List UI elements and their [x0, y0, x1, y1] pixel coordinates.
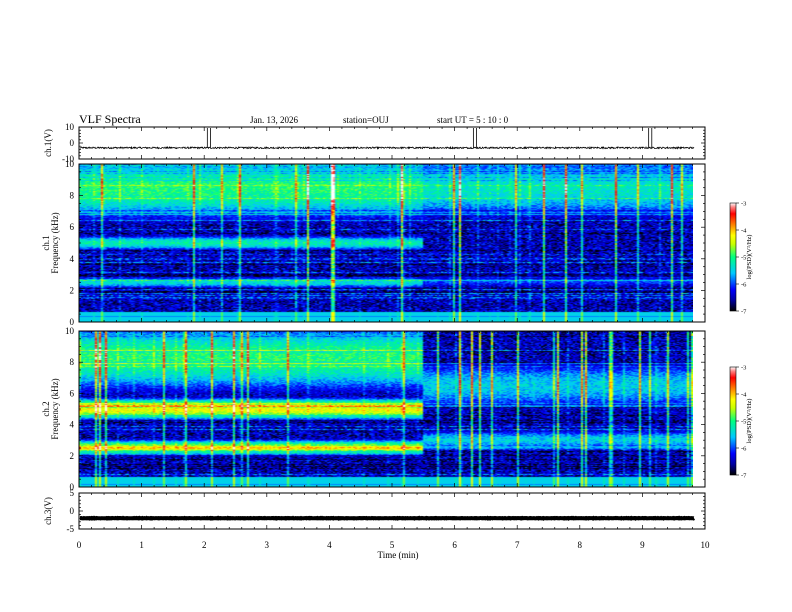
x-tick-label: 2	[202, 540, 207, 550]
colorbar-tick-label: -7	[741, 309, 747, 316]
y-tick-label: 8	[70, 191, 75, 201]
x-tick-label: 3	[265, 540, 270, 550]
ch1-colorbar-gradient	[729, 202, 737, 312]
y-tick-label: -10	[62, 154, 74, 164]
y-tick-label: 0	[70, 138, 75, 148]
ch3-waveform-panel: 5 0 -5 ch.3(V)	[43, 488, 706, 534]
ch1-waveform-panel: 10 0 -10 ch.1(V)	[43, 122, 706, 164]
y-tick-label: 0	[70, 317, 75, 327]
colorbar-tick-label: -7	[741, 473, 747, 480]
y-tick-label: 0	[70, 482, 75, 492]
colorbar-tick-label: -4	[741, 392, 747, 399]
ch1-spec-ylabel: Frequency (kHz)	[50, 212, 60, 273]
figure-title: VLF Spectra	[79, 112, 141, 126]
y-tick-label: 2	[70, 451, 75, 461]
ch2-colorbar: -3 -4 -5 -6 -7 log(PSD)(V²/Hz)	[729, 365, 753, 480]
ch1-spec-y-ticks: 0 2 4 6 8 10	[65, 159, 705, 327]
y-tick-label: 4	[70, 254, 75, 264]
x-axis-label: Time (min)	[378, 550, 419, 560]
y-tick-label: -5	[67, 524, 75, 534]
y-tick-label: 6	[70, 222, 75, 232]
y-tick-label: 6	[70, 388, 75, 398]
figure-date: Jan. 13, 2026	[250, 115, 298, 125]
start-ut-label: start UT = 5 : 10 : 0	[437, 115, 509, 125]
ch2-spec-ylabel: Frequency (kHz)	[50, 378, 60, 439]
ch2-spec-channel-label: ch.2	[41, 401, 51, 416]
colorbar-tick-label: -5	[741, 419, 746, 426]
ch2-spec-y-ticks: 0 2 4 6 8 10	[65, 326, 705, 492]
ch2-spectrogram-image	[79, 331, 693, 487]
x-tick-label: 1	[139, 540, 144, 550]
ch1-frame	[78, 126, 706, 160]
x-tick-label: 9	[640, 540, 645, 550]
ch1-y-ticks: 10 0 -10	[62, 122, 705, 164]
x-tick-label: 4	[327, 540, 332, 550]
ch2-colorbar-label: log(PSD)(V²/Hz)	[746, 399, 753, 444]
x-tick-label: 10	[701, 540, 711, 550]
y-tick-label: 4	[70, 420, 75, 430]
waveform-line	[79, 145, 695, 150]
ch3-frame	[78, 492, 706, 530]
x-tick-label: 5	[390, 540, 395, 550]
x-axis-ticks	[78, 127, 706, 529]
y-tick-label: 10	[65, 326, 75, 336]
y-tick-label: 10	[65, 122, 75, 132]
ch2-colorbar-gradient	[729, 366, 737, 476]
ch3-y-ticks: 5 0 -5	[67, 488, 705, 534]
x-tick-label: 6	[452, 540, 457, 550]
ch1-spectrogram-image	[79, 164, 693, 322]
ch1-colorbar-ticks: -3 -4 -5 -6 -7	[736, 201, 747, 316]
ch1-colorbar: -3 -4 -5 -6 -7 log(PSD)(V²/Hz)	[729, 201, 753, 316]
y-tick-label: 8	[70, 357, 75, 367]
colorbar-tick-label: -6	[741, 282, 747, 289]
colorbar-tick-label: -3	[741, 365, 746, 372]
ch1-ylabel: ch.1(V)	[43, 129, 53, 157]
ch2-spectrogram-panel: 0 2 4 6 8 10 ch.2 Frequency (kHz)	[41, 326, 706, 492]
station-label: station=OUJ	[343, 115, 389, 125]
ch2-colorbar-ticks: -3 -4 -5 -6 -7	[736, 365, 747, 480]
ch1-colorbar-label: log(PSD)(V²/Hz)	[746, 235, 753, 280]
y-tick-label: 0	[70, 506, 75, 516]
y-tick-label: 5	[70, 488, 75, 498]
colorbar-tick-label: -6	[741, 446, 747, 453]
colorbar-tick-label: -5	[741, 255, 746, 262]
colorbar-tick-label: -3	[741, 201, 746, 208]
x-tick-label: 8	[578, 540, 583, 550]
ch1-spectrogram-panel: 0 2 4 6 8 10 ch.1 Frequency (kHz)	[41, 159, 706, 327]
x-axis-tick-labels: 0 1 2 3 4 5 6 7 8 9 10	[77, 540, 710, 550]
y-tick-label: 2	[70, 285, 75, 295]
y-tick-label: 10	[65, 159, 75, 169]
ch1-spec-channel-label: ch.1	[41, 235, 51, 250]
colorbar-tick-label: -4	[741, 228, 747, 235]
x-tick-label: 0	[77, 540, 82, 550]
ch3-ylabel: ch.3(V)	[43, 497, 53, 525]
x-tick-label: 7	[515, 540, 520, 550]
ch1-trace	[79, 128, 695, 150]
